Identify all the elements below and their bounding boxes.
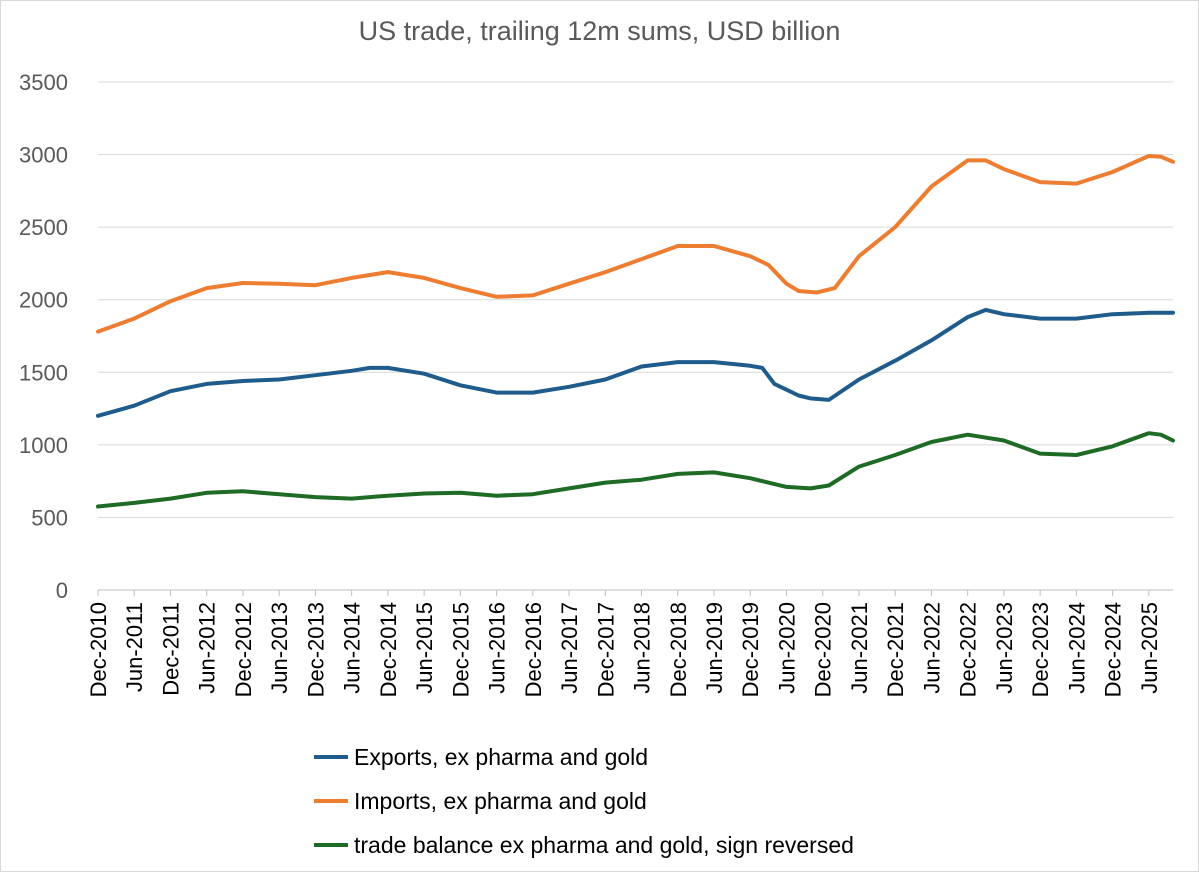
legend: Exports, ex pharma and gold Imports, ex p… [314, 735, 854, 867]
x-tick-label: Dec-2020 [811, 602, 836, 697]
x-tick-label: Dec-2018 [666, 602, 691, 697]
y-tick-label: 2000 [19, 288, 68, 313]
y-tick-label: 500 [31, 505, 68, 530]
chart-title: US trade, trailing 12m sums, USD billion [358, 16, 841, 46]
x-tick-label: Dec-2010 [86, 602, 111, 697]
legend-swatch [314, 799, 348, 803]
x-tick-label: Jun-2020 [774, 602, 799, 694]
x-tick-label: Jun-2016 [485, 602, 510, 694]
series-lines [96, 154, 1175, 509]
y-tick-label: 1000 [19, 433, 68, 458]
legend-label: trade balance ex pharma and gold, sign r… [354, 831, 854, 858]
legend-item: trade balance ex pharma and gold, sign r… [314, 823, 854, 867]
x-tick-label: Jun-2022 [919, 602, 944, 694]
line-chart: 0 500 1000 1500 2000 2500 3000 3500 Dec-2010 Jun… [19, 70, 1175, 697]
gridlines [98, 81, 1173, 591]
x-tick-label: Jun-2017 [557, 602, 582, 694]
x-tick-label: Jun-2015 [412, 602, 437, 694]
series-line-1 [96, 307, 1175, 418]
x-tick-label: Dec-2022 [956, 602, 981, 697]
x-tick-label: Jun-2021 [847, 602, 872, 694]
y-tick-label: 0 [56, 578, 68, 603]
x-tick-label: Jun-2023 [992, 602, 1017, 694]
x-tick-label: Dec-2019 [738, 602, 763, 697]
x-tick-label: Jun-2013 [267, 602, 292, 694]
x-tick-label: Dec-2016 [521, 602, 546, 697]
y-tick-label: 1500 [19, 360, 68, 385]
x-axis-ticks: Dec-2010 Jun-2011 Dec-2011 Jun-2012 Dec-2012… [86, 602, 1162, 697]
x-tick-label: Dec-2023 [1028, 602, 1053, 697]
x-tick-label: Dec-2014 [376, 602, 401, 697]
x-tick-label: Dec-2017 [593, 602, 618, 697]
series-line-2 [96, 154, 1175, 334]
x-tick-label: Dec-2013 [303, 602, 328, 697]
x-tick-label: Dec-2011 [158, 602, 183, 696]
x-tick-label: Jun-2012 [195, 602, 220, 694]
x-tick-label: Dec-2015 [448, 602, 473, 697]
legend-swatch [314, 843, 348, 847]
x-tick-label: Jun-2011 [122, 602, 147, 692]
x-tick-label: Jun-2019 [702, 602, 727, 694]
legend-label: Exports, ex pharma and gold [354, 743, 649, 770]
y-tick-label: 3000 [19, 143, 68, 168]
x-tick-label: Jun-2025 [1137, 602, 1162, 694]
x-tick-label: Dec-2021 [883, 602, 908, 697]
series-line-3 [96, 431, 1175, 509]
x-tick-label: Jun-2014 [340, 602, 365, 694]
x-tick-label: Dec-2024 [1101, 602, 1126, 697]
legend-item: Imports, ex pharma and gold [314, 779, 854, 823]
legend-item: Exports, ex pharma and gold [314, 735, 854, 779]
legend-label: Imports, ex pharma and gold [354, 787, 647, 814]
y-tick-label: 3500 [19, 70, 68, 95]
x-tick-label: Jun-2024 [1064, 602, 1089, 694]
x-tick-label: Dec-2012 [231, 602, 256, 697]
x-axis-tick-marks [97, 590, 1150, 596]
y-tick-label: 2500 [19, 215, 68, 240]
legend-swatch [314, 755, 348, 759]
y-axis-ticks: 0 500 1000 1500 2000 2500 3000 3500 [19, 70, 68, 603]
x-tick-label: Jun-2018 [630, 602, 655, 694]
